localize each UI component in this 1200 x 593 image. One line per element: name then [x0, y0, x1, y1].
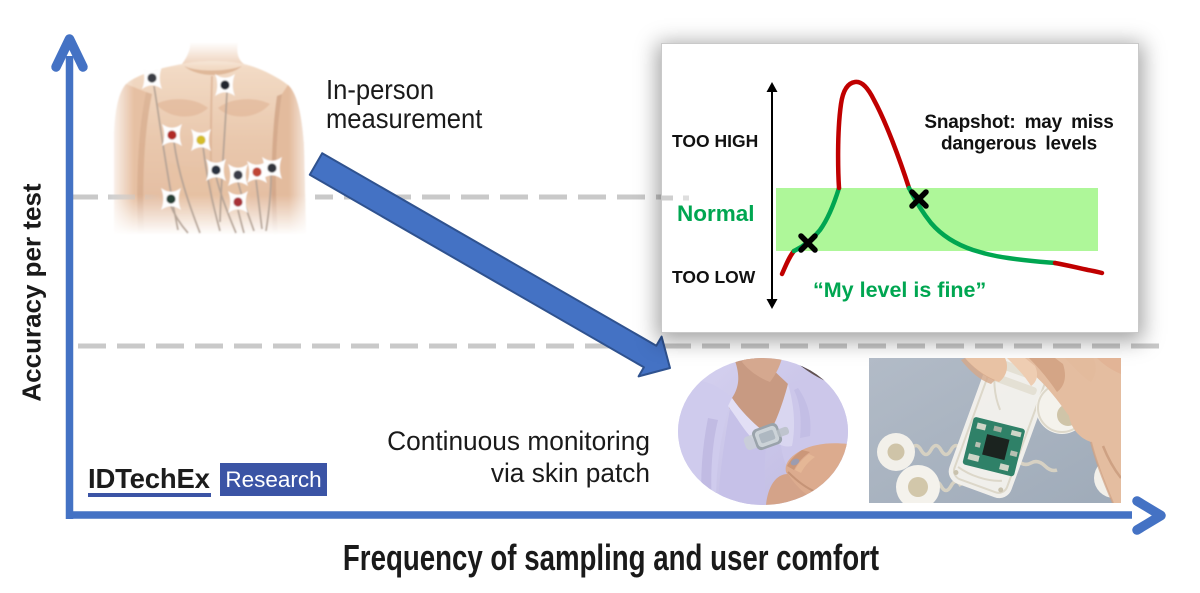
svg-text:dangerous levels: dangerous levels: [941, 134, 1097, 155]
svg-text:Normal: Normal: [677, 201, 755, 226]
svg-text:TOO LOW: TOO LOW: [672, 267, 756, 287]
svg-text:“My level is fine”: “My level is fine”: [813, 278, 986, 302]
svg-text:Snapshot: may miss: Snapshot: may miss: [924, 112, 1113, 133]
svg-text:TOO HIGH: TOO HIGH: [672, 131, 758, 151]
